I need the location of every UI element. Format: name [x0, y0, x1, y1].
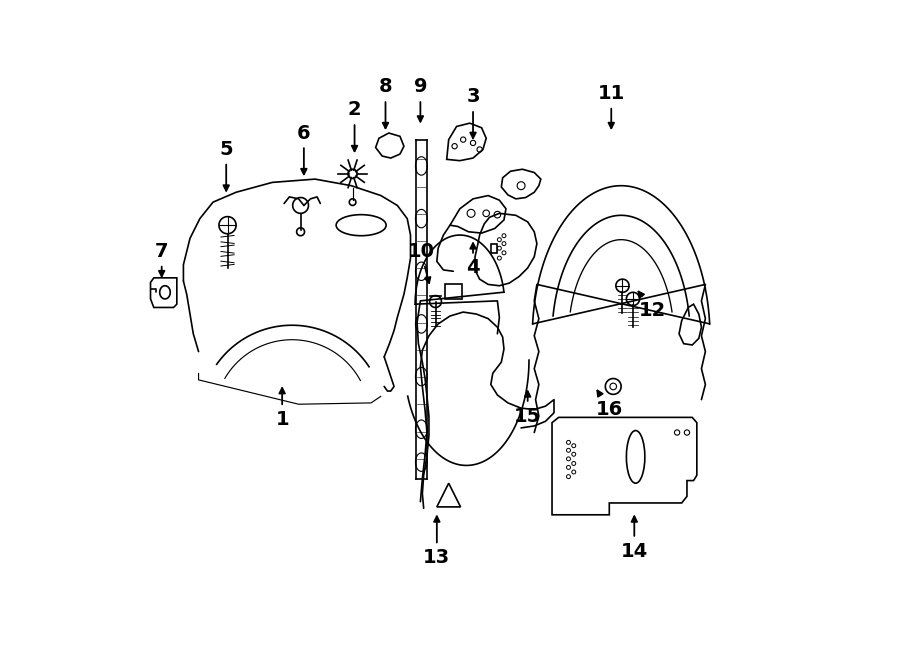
Text: 9: 9 — [414, 77, 427, 122]
Text: 12: 12 — [638, 292, 666, 320]
Text: 3: 3 — [466, 87, 480, 138]
Text: 11: 11 — [598, 84, 625, 128]
Text: 16: 16 — [596, 391, 623, 419]
Text: 2: 2 — [347, 100, 362, 151]
Text: 1: 1 — [275, 388, 289, 429]
Text: 13: 13 — [423, 516, 450, 567]
Text: 5: 5 — [220, 140, 233, 191]
Text: 7: 7 — [155, 242, 168, 276]
Text: 15: 15 — [514, 391, 541, 426]
Text: 14: 14 — [621, 516, 648, 561]
Text: 4: 4 — [466, 243, 480, 278]
Polygon shape — [552, 417, 697, 515]
Text: 6: 6 — [297, 124, 310, 175]
Text: 8: 8 — [379, 77, 392, 128]
Text: 10: 10 — [408, 242, 435, 283]
Polygon shape — [150, 278, 176, 307]
